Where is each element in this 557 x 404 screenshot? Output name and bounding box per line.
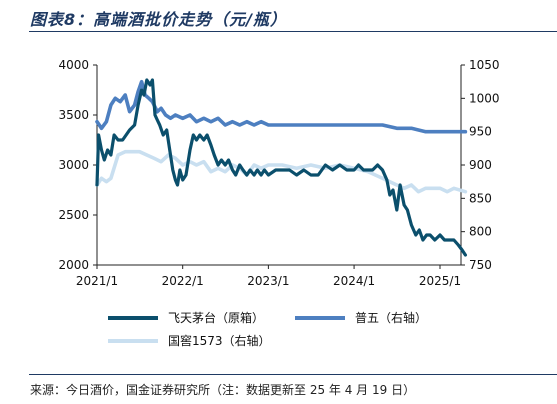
right-tick-label: 1050 bbox=[469, 58, 500, 72]
legend-label-feitian: 飞天茅台（原箱） bbox=[168, 310, 264, 325]
right-tick-label: 1000 bbox=[469, 91, 500, 105]
price-chart: 2000 2500 3000 3500 4000 750 800 850 900 950 1000 1… bbox=[58, 58, 500, 348]
source-note: 来源：今日酒价，国金证券研究所（注：数据更新至 25 年 4 月 19 日） bbox=[30, 383, 416, 397]
legend-label-puwu: 普五（右轴） bbox=[355, 310, 427, 325]
series-line-feitian bbox=[95, 78, 467, 257]
left-tick-label: 2500 bbox=[58, 208, 89, 222]
x-tick-label: 2021/1 bbox=[76, 274, 118, 288]
right-tick-label: 850 bbox=[469, 191, 492, 205]
left-tick-label: 3000 bbox=[58, 158, 89, 172]
chart-title: 图表8：高端酒批价走势（元/瓶） bbox=[30, 10, 287, 29]
x-tick-label: 2025/1 bbox=[419, 274, 461, 288]
left-tick-label: 4000 bbox=[58, 58, 89, 72]
left-tick-label: 3500 bbox=[58, 108, 89, 122]
legend-label-guojiao: 国窖1573（右轴） bbox=[168, 333, 271, 348]
title-divider bbox=[29, 31, 557, 32]
right-tick-label: 800 bbox=[469, 225, 492, 239]
source-divider bbox=[29, 374, 557, 375]
series-line-puwu bbox=[95, 79, 468, 134]
left-tick-label: 2000 bbox=[58, 258, 89, 272]
right-tick-label: 750 bbox=[469, 258, 492, 272]
series-line-guojiao bbox=[95, 149, 468, 194]
right-tick-label: 900 bbox=[469, 158, 492, 172]
x-tick-label: 2022/1 bbox=[162, 274, 204, 288]
right-tick-label: 950 bbox=[469, 125, 492, 139]
x-tick-label: 2023/1 bbox=[247, 274, 289, 288]
x-tick-label: 2024/1 bbox=[333, 274, 375, 288]
